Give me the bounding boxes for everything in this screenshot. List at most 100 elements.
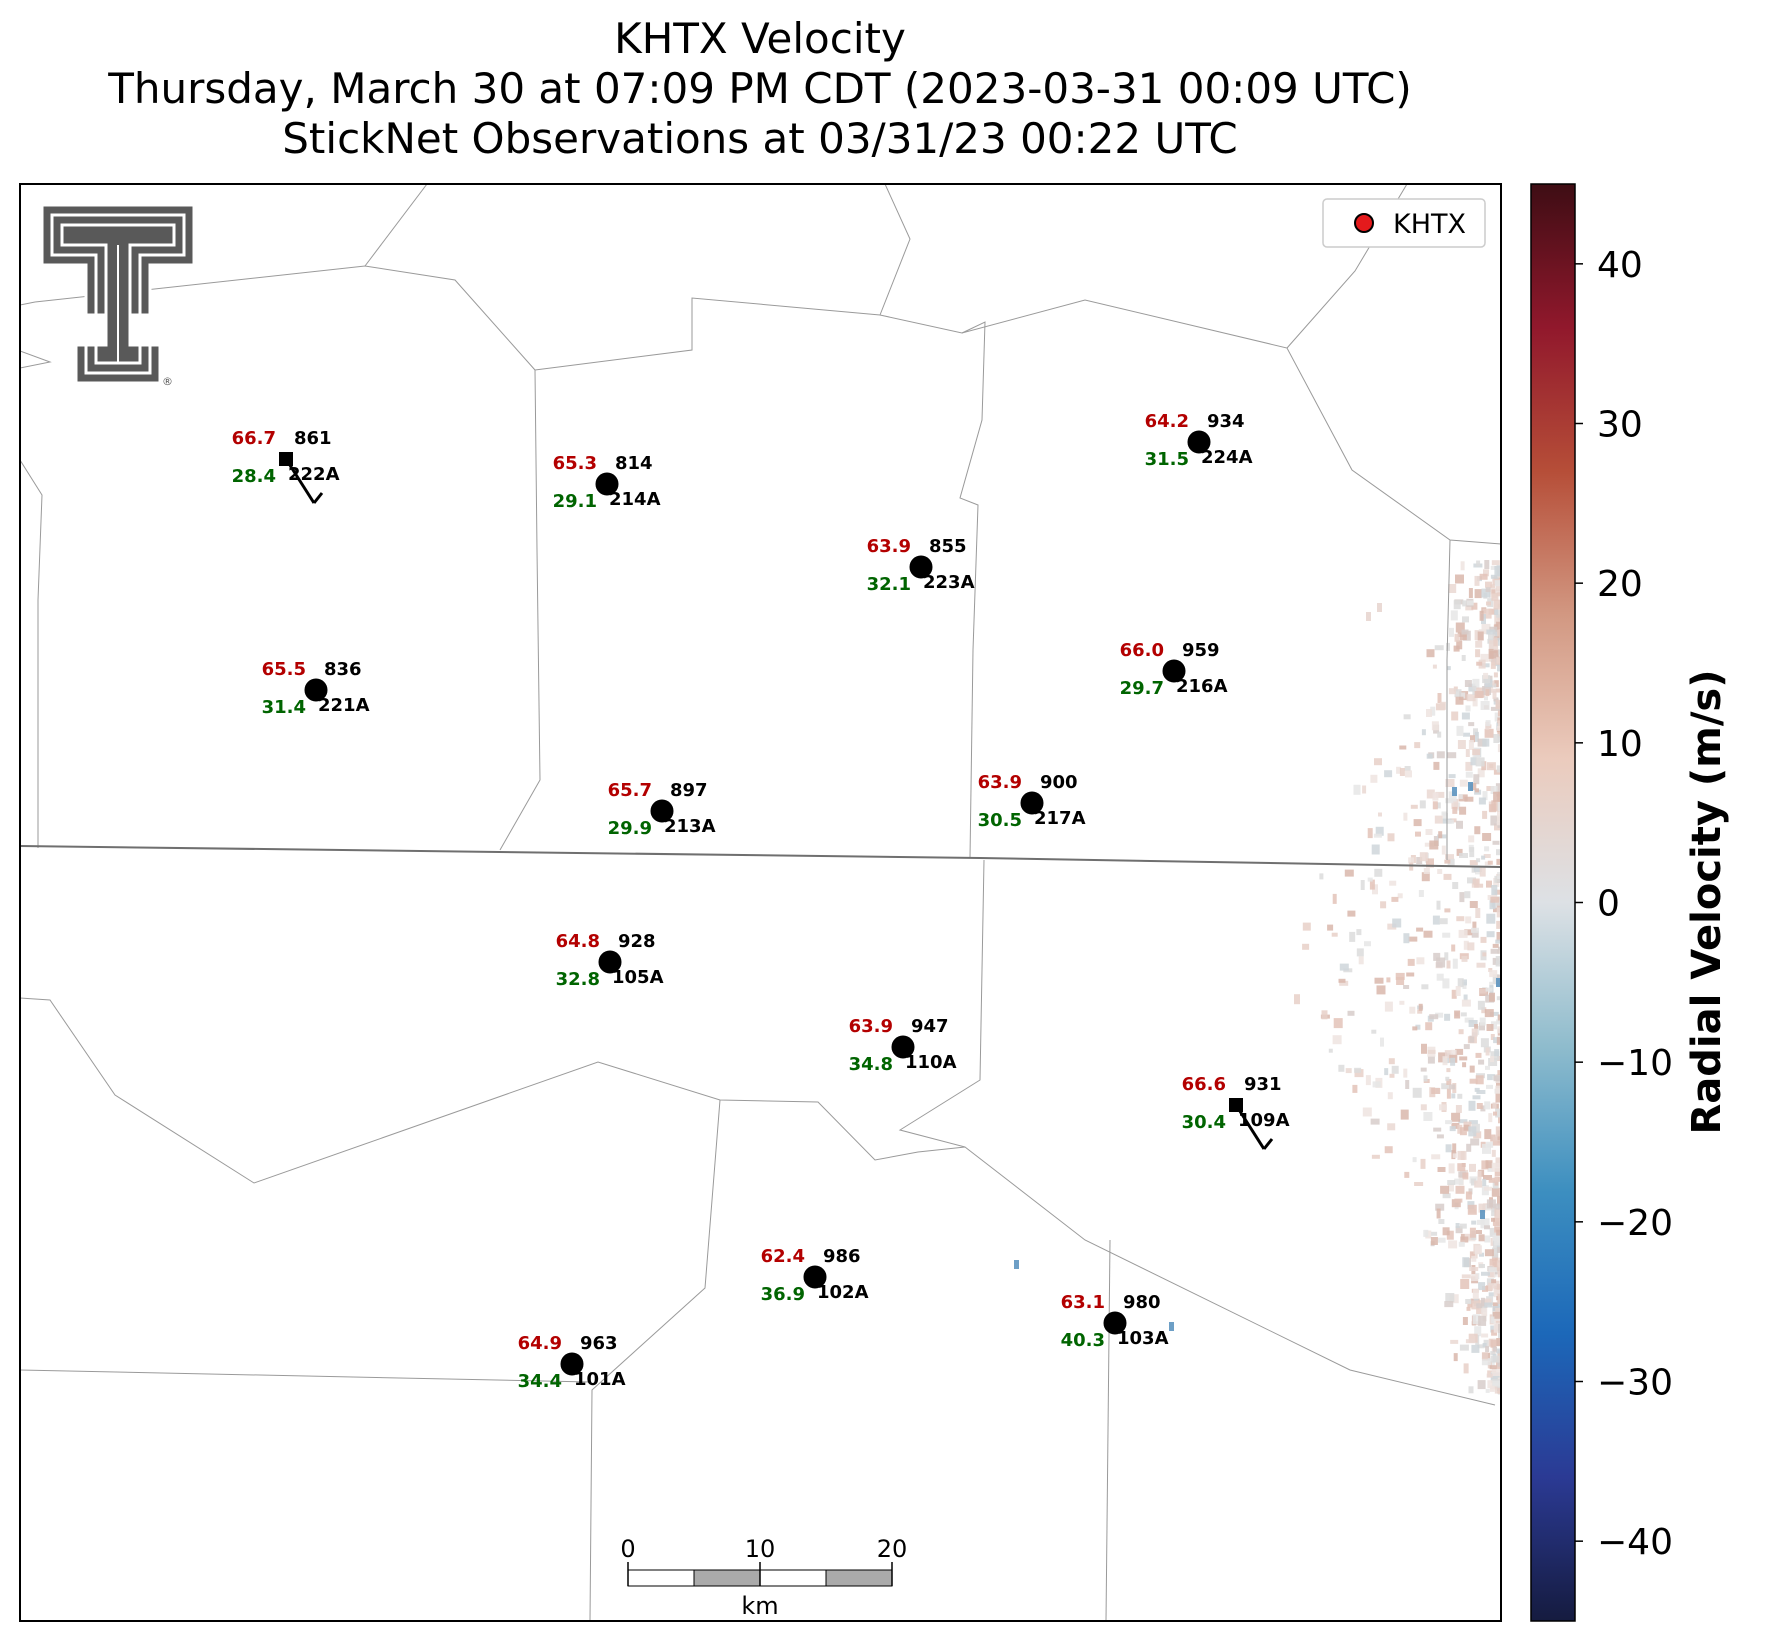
radar-echo xyxy=(1462,1317,1468,1325)
station-dewpoint: 30.5 xyxy=(978,810,1022,831)
radar-echo xyxy=(1482,675,1491,684)
radar-echo xyxy=(1476,661,1483,666)
radar-echo xyxy=(1414,1182,1424,1186)
radar-echo xyxy=(1496,920,1501,929)
radar-echo xyxy=(1465,1339,1475,1344)
radar-echo xyxy=(1472,749,1481,756)
radar-echo xyxy=(1405,1080,1410,1089)
radar-echo xyxy=(1465,916,1472,924)
radar-echo xyxy=(1469,1227,1476,1238)
radar-echo xyxy=(1431,1088,1441,1094)
radar-echo xyxy=(1490,706,1500,711)
radar-echo xyxy=(1475,1052,1482,1058)
radar-echo xyxy=(1452,1151,1457,1158)
station-id: 223A xyxy=(923,572,975,593)
radar-echo xyxy=(1389,880,1397,886)
radar-echo xyxy=(1489,649,1499,659)
radar-echo xyxy=(1448,1163,1455,1174)
station-marker-circle xyxy=(598,950,622,974)
station-temperature: 64.2 xyxy=(1145,411,1189,432)
radar-echo xyxy=(1436,957,1446,968)
radar-echo xyxy=(1490,1316,1495,1324)
radar-echo xyxy=(1456,820,1463,829)
radar-echo xyxy=(1370,774,1378,783)
station-223A: 63.9 855 32.1 223A xyxy=(867,536,975,595)
radar-echo xyxy=(1367,828,1373,839)
radar-echo xyxy=(1496,974,1501,981)
radar-echo xyxy=(1461,1274,1471,1279)
logo-detail xyxy=(60,223,176,365)
radar-echo xyxy=(1479,1017,1486,1026)
radar-echo xyxy=(1460,1236,1469,1243)
radar-echo xyxy=(1476,1090,1486,1094)
station-temperature: 63.9 xyxy=(867,536,911,557)
radar-echo xyxy=(1490,948,1500,954)
radar-echo xyxy=(1483,1298,1492,1306)
radar-echo xyxy=(1479,866,1486,877)
map-subtitle-obs: StickNet Observations at 03/31/23 00:22 … xyxy=(282,114,1238,163)
station-id: 101A xyxy=(574,1369,626,1390)
radar-echo xyxy=(1356,929,1362,936)
station-pressure: 986 xyxy=(823,1246,861,1267)
radar-echo xyxy=(1370,1118,1380,1125)
radar-echo xyxy=(1476,560,1481,567)
radar-echo xyxy=(1483,1175,1492,1180)
radar-echo xyxy=(1480,1038,1489,1048)
radar-echo xyxy=(1498,1323,1501,1333)
station-id: 221A xyxy=(318,695,370,716)
station-marker-circle xyxy=(1020,791,1044,815)
radar-echo xyxy=(1409,1006,1416,1014)
station-id: 103A xyxy=(1117,1328,1169,1349)
radar-echo xyxy=(1319,873,1324,880)
radar-echo xyxy=(1485,581,1492,588)
station-marker-ring xyxy=(1019,790,1045,816)
station-temperature: 64.9 xyxy=(518,1333,562,1354)
station-marker-ring xyxy=(908,554,934,580)
county-line xyxy=(1446,539,1451,860)
radar-echo xyxy=(1485,689,1490,697)
radar-echo xyxy=(1391,896,1399,902)
colorbar-tick-label: 0 xyxy=(1597,884,1620,925)
radar-echo xyxy=(1478,1203,1486,1213)
radar-echo xyxy=(1413,819,1422,827)
radar-echo xyxy=(1457,1163,1466,1172)
radar-echo xyxy=(1474,731,1479,742)
radar-echo xyxy=(1496,858,1501,865)
radar-echo xyxy=(1458,794,1463,799)
station-temperature: 65.7 xyxy=(608,780,652,801)
radar-echo xyxy=(1365,1075,1371,1086)
radar-echo xyxy=(1461,999,1471,1007)
radar-echo xyxy=(1457,740,1466,749)
radar-echo xyxy=(1429,840,1439,850)
county-line xyxy=(959,321,986,859)
radar-echo xyxy=(1486,1199,1496,1209)
radar-echo xyxy=(1466,1143,1472,1152)
radar-echo xyxy=(1492,943,1499,948)
radar-echo xyxy=(1486,880,1492,888)
radar-echo xyxy=(1353,784,1361,795)
radar-echo xyxy=(1488,1113,1493,1123)
radar-echo xyxy=(1430,1237,1438,1245)
radar-echo xyxy=(1495,1203,1501,1210)
radar-echo xyxy=(1493,1111,1497,1116)
radar-echo xyxy=(1471,1300,1480,1310)
colorbar-tick-label: 40 xyxy=(1597,245,1643,286)
radar-echo xyxy=(1451,798,1459,809)
radar-echo xyxy=(1495,1093,1501,1103)
radar-echo xyxy=(1169,1322,1174,1331)
radar-echo xyxy=(1354,1069,1364,1078)
radar-echo xyxy=(1347,1010,1355,1016)
radar-echo xyxy=(1448,774,1456,779)
radar-echo xyxy=(1456,725,1464,736)
radar-echo xyxy=(1435,1203,1445,1211)
radar-echo xyxy=(1491,592,1499,601)
radar-echo xyxy=(1497,727,1501,738)
radar-echo xyxy=(1425,1022,1433,1031)
radar-echo xyxy=(1474,826,1481,835)
radar-echo xyxy=(1459,633,1467,641)
radar-echo xyxy=(1473,1131,1482,1139)
sticknet-stations: 66.7 861 28.4 222A 65.3 814 29.1 214A 64.2 934 31.… xyxy=(232,411,1290,1392)
radar-echo xyxy=(1459,806,1467,815)
station-marker-circle xyxy=(803,1265,827,1289)
radar-echo xyxy=(1484,1009,1494,1018)
